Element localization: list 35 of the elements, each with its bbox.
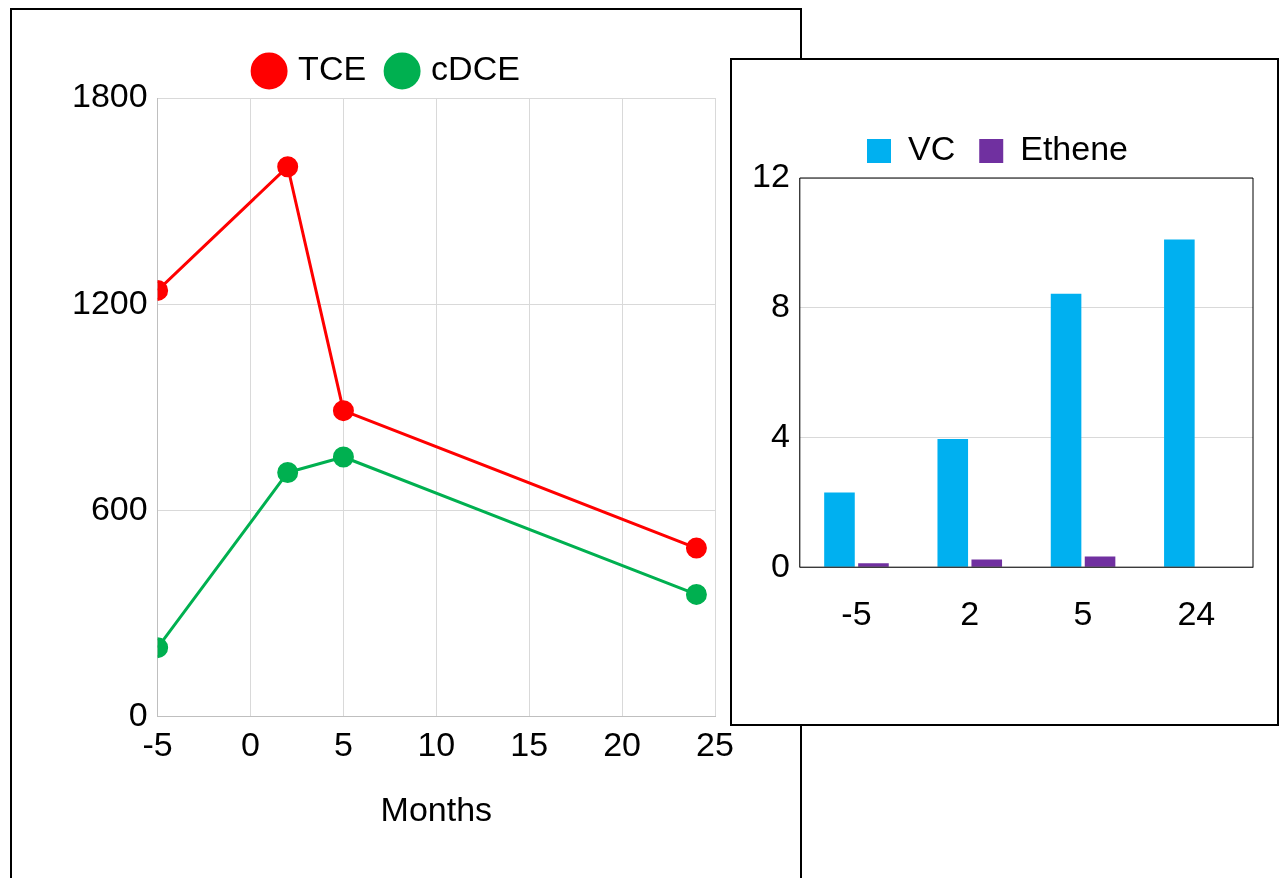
y-tick-label: 8	[770, 286, 790, 325]
legend-label: VC	[908, 129, 956, 168]
x-tick-label: 10	[417, 725, 456, 764]
legend-label: cDCE	[431, 49, 520, 88]
point	[685, 583, 707, 605]
x-tick-label: 0	[241, 725, 260, 764]
x-tick-label: 25	[696, 725, 734, 764]
x-axis-title: Months	[380, 789, 493, 828]
bar	[1050, 293, 1082, 567]
y-tick-label: 0	[770, 545, 790, 584]
point	[332, 446, 354, 468]
x-tick-label: 20	[603, 725, 642, 764]
bar	[1164, 239, 1195, 567]
x-tick-label: 5	[1073, 593, 1093, 632]
y-tick-label: 600	[90, 488, 148, 527]
bar	[824, 492, 855, 567]
x-tick-label: 2	[960, 593, 980, 632]
legend-label: Ethene	[1020, 129, 1128, 168]
bar	[937, 439, 969, 567]
x-tick-label: 5	[333, 725, 353, 764]
y-tick-label: 1800	[72, 76, 148, 115]
point	[277, 461, 299, 483]
point	[277, 156, 299, 178]
x-tick-label: -5	[841, 593, 872, 632]
point	[685, 537, 707, 559]
bar	[858, 563, 889, 567]
x-tick-label: 15	[510, 725, 549, 764]
bar	[971, 559, 1003, 567]
legend-label: TCE	[298, 49, 367, 88]
x-tick-label: 24	[1177, 593, 1216, 632]
bar	[1084, 556, 1116, 567]
point	[332, 400, 354, 422]
y-tick-label: 12	[751, 156, 790, 195]
y-tick-label: 4	[770, 415, 790, 454]
y-tick-label: 1200	[72, 282, 148, 321]
